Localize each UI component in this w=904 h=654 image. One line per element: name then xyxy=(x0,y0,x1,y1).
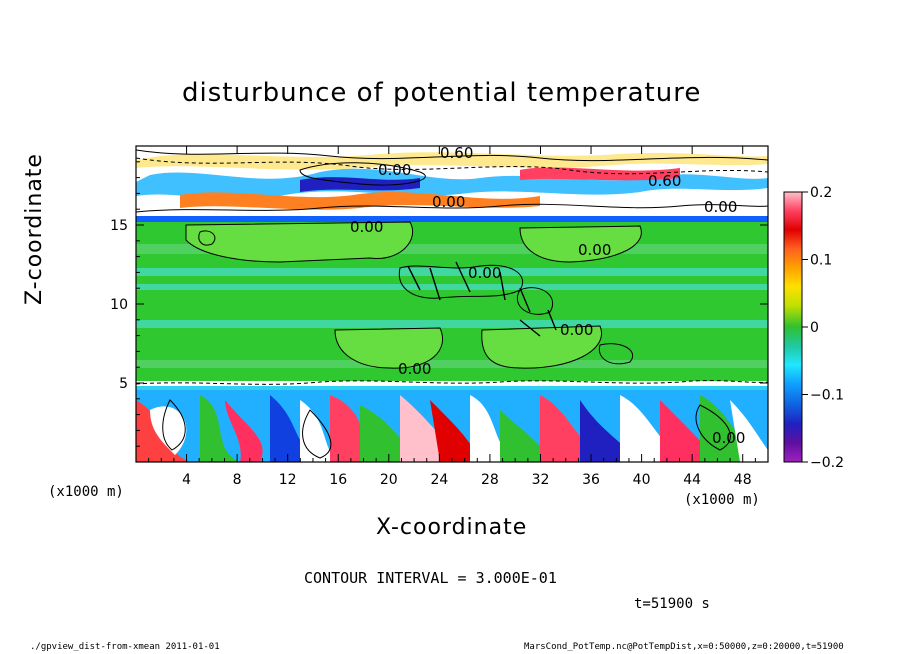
x-axis-label: X-coordinate xyxy=(376,515,528,540)
contour-label: 0.00 xyxy=(350,218,383,236)
colorbar-tick-labels: 0.2 0.1 0 −0.1 −0.2 xyxy=(810,185,844,471)
colorbar-tick-label: −0.2 xyxy=(810,455,844,471)
contour-interval: CONTOUR INTERVAL = 3.000E-01 xyxy=(304,569,557,587)
y-tick-label: 15 xyxy=(110,218,128,234)
footer-right: MarsCond_PotTemp.nc@PotTempDist,x=0:5000… xyxy=(524,642,844,652)
time-label: t=51900 s xyxy=(634,596,710,612)
x-tick-label: 32 xyxy=(532,472,550,488)
colorbar-tick-label: 0.2 xyxy=(810,185,832,201)
x-axis-ticks xyxy=(148,146,756,462)
footer-left: ./gpview_dist-from-xmean 2011-01-01 xyxy=(30,642,220,652)
y-axis-ticks xyxy=(136,161,768,447)
contour-label: 0.00 xyxy=(712,429,745,447)
x-tick-label: 8 xyxy=(233,472,242,488)
contour-label: 0.00 xyxy=(560,321,593,339)
x-tick-label: 40 xyxy=(633,472,651,488)
x-tick-label: 24 xyxy=(430,472,448,488)
chart-title: disturbunce of potential temperature xyxy=(182,78,702,108)
contour-label: 0.00 xyxy=(378,161,411,179)
y-axis-tick-labels: 5 10 15 xyxy=(110,218,128,392)
contour-label: 0.60 xyxy=(648,172,681,190)
colorbar-tick-label: −0.1 xyxy=(810,388,844,404)
colorbar-tick-label: 0 xyxy=(810,320,819,336)
contour-label: 0.00 xyxy=(432,193,465,211)
x-unit-right: (x1000 m) xyxy=(684,492,760,508)
contour-label: 0.00 xyxy=(578,241,611,259)
lower-turbulence xyxy=(136,395,768,462)
x-tick-label: 4 xyxy=(182,472,191,488)
heatmap-field xyxy=(136,146,768,462)
contour-labels: 0.60 0.00 0.00 0.60 0.00 0.00 0.00 0.00 … xyxy=(350,144,745,447)
x-tick-label: 16 xyxy=(329,472,347,488)
y-axis-label: Z-coordinate xyxy=(22,153,47,305)
x-tick-label: 48 xyxy=(734,472,752,488)
y-tick-label: 5 xyxy=(119,376,128,392)
y-tick-label: 10 xyxy=(110,297,128,313)
x-tick-label: 36 xyxy=(582,472,600,488)
x-axis-tick-labels: 4 8 12 16 20 24 28 32 36 40 44 48 xyxy=(182,472,752,488)
x-tick-label: 20 xyxy=(380,472,398,488)
contour-label: 0.00 xyxy=(398,360,431,378)
x-tick-label: 12 xyxy=(279,472,297,488)
contour-label: 0.60 xyxy=(440,144,473,162)
colorbar-tick-label: 0.1 xyxy=(810,253,832,269)
contour-label: 0.00 xyxy=(468,264,501,282)
contour-label: 0.00 xyxy=(704,198,737,216)
colorbar-ticks xyxy=(802,191,808,463)
x-unit-left: (x1000 m) xyxy=(48,484,124,500)
colorbar xyxy=(783,191,803,463)
x-tick-label: 28 xyxy=(481,472,499,488)
x-tick-label: 44 xyxy=(683,472,701,488)
